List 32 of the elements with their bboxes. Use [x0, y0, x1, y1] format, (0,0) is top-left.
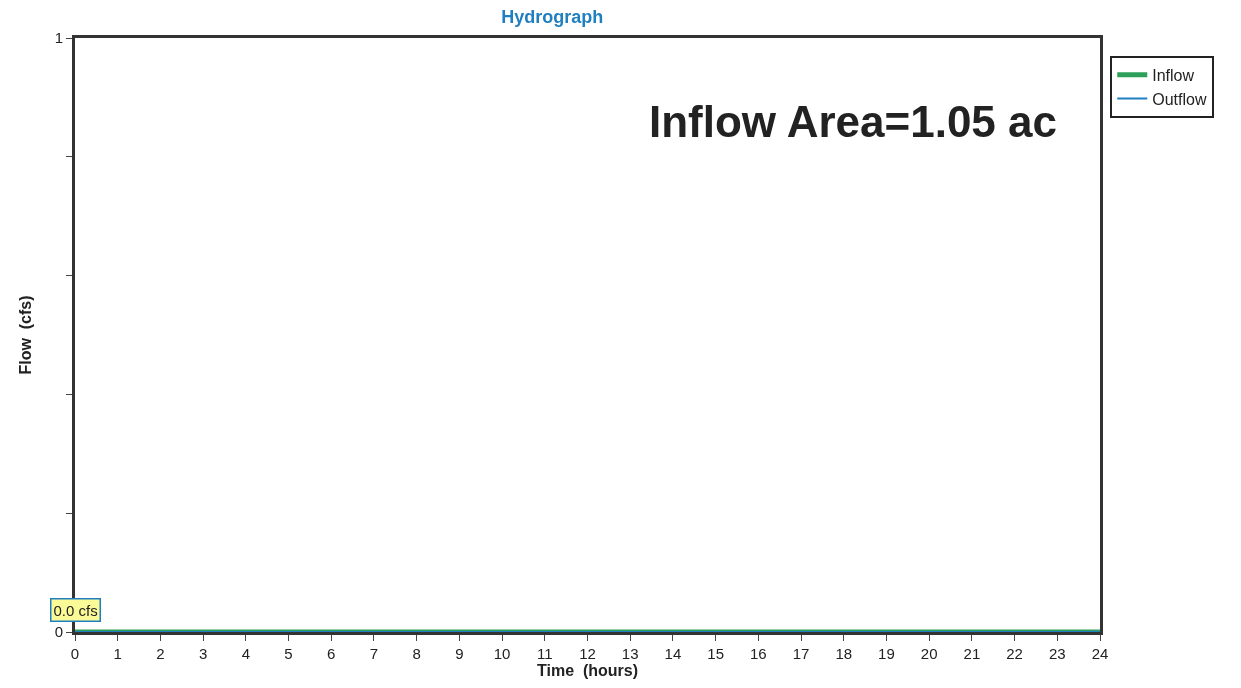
x-tick-label: 5	[284, 645, 293, 662]
x-tick-label: 10	[493, 645, 511, 662]
chart-title: Hydrograph	[501, 6, 604, 27]
x-tick-label: 24	[1091, 645, 1109, 662]
x-tick-label: 11	[537, 645, 553, 662]
x-tick-label: 19	[878, 645, 895, 662]
x-tick-label: 8	[412, 645, 421, 662]
x-tick-label: 4	[241, 645, 250, 662]
x-tick-label: 9	[455, 645, 464, 662]
x-tick-label: 22	[1006, 645, 1023, 662]
x-tick-label: 23	[1048, 645, 1066, 662]
x-tick-label: 2	[156, 645, 165, 662]
x-tick-label: 7	[369, 645, 379, 662]
x-tick-label: 13	[621, 645, 639, 662]
x-tick-label: 20	[920, 645, 938, 662]
legend-label: Outflow	[1152, 90, 1207, 108]
x-tick-label: 18	[835, 645, 853, 662]
x-tick-label: 12	[579, 645, 596, 662]
x-axis-title: Time (hours)	[536, 662, 639, 679]
x-tick-label: 6	[327, 645, 336, 662]
x-tick-label: 14	[664, 645, 682, 662]
legend-label: Inflow	[1152, 66, 1195, 84]
annotation: Inflow Area=1.05 ac	[649, 97, 1058, 146]
annotation: 0.0 cfs	[53, 601, 98, 619]
x-tick-label: 3	[198, 645, 208, 662]
x-tick-label: 17	[792, 645, 810, 662]
x-tick-label: 15	[707, 645, 724, 662]
x-tick-label: 1	[113, 645, 122, 662]
x-tick-label: 0	[70, 645, 80, 662]
y-axis-title: Flow (cfs)	[17, 295, 34, 375]
x-tick-label: 16	[749, 645, 767, 662]
x-tick-label: 21	[963, 645, 981, 662]
